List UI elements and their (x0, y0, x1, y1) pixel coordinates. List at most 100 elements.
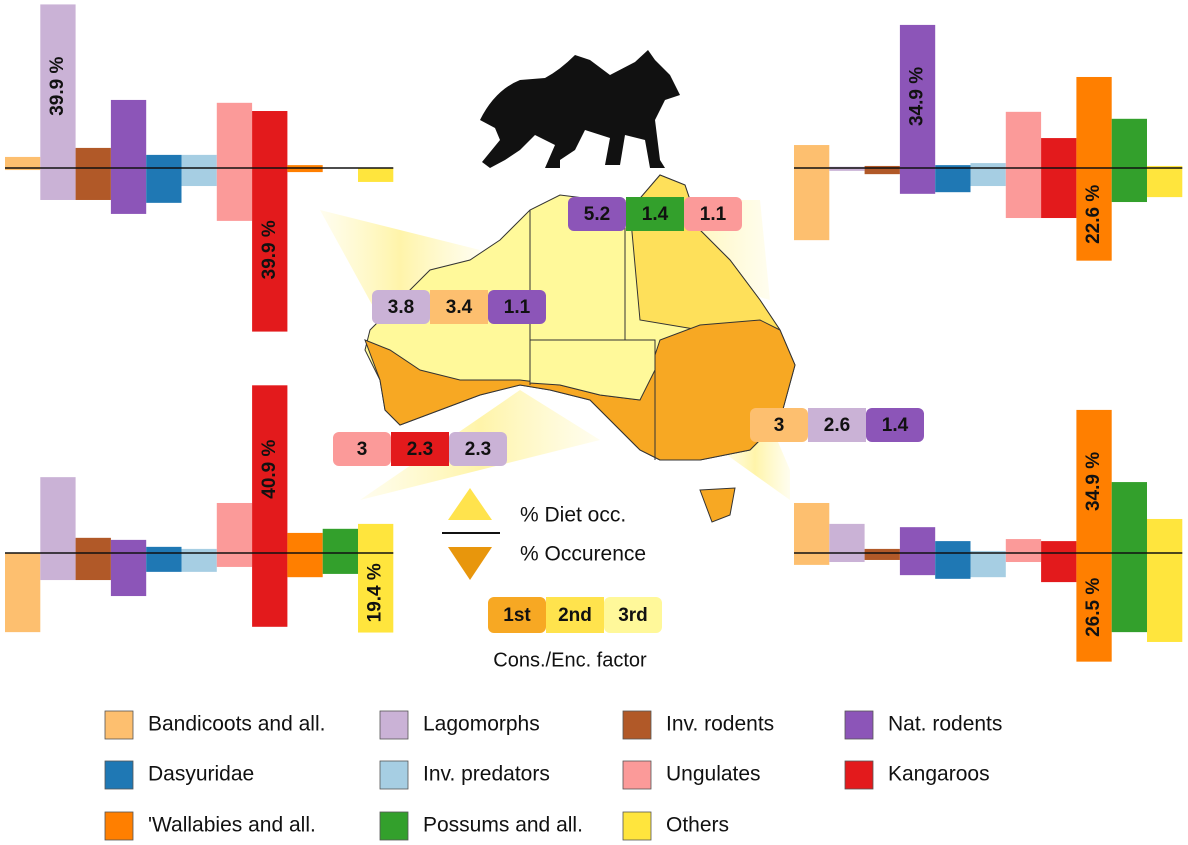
bar (287, 165, 323, 168)
factor-value: 1.4 (642, 204, 669, 225)
bar (40, 553, 76, 581)
bar (181, 548, 217, 553)
bar (829, 168, 865, 171)
bar (1041, 168, 1077, 219)
value-label: 39.9 % (259, 220, 280, 279)
legend-swatch (379, 710, 409, 740)
bar (252, 385, 288, 553)
bar (794, 502, 830, 553)
legend-swatch (844, 710, 874, 740)
bar (216, 102, 253, 168)
legend-swatch (104, 811, 134, 841)
bar (252, 168, 288, 332)
bar (864, 165, 900, 168)
bar (1076, 168, 1112, 261)
factor-cell (372, 290, 430, 324)
bar (40, 477, 76, 553)
legend-label: Lagomorphs (423, 713, 540, 736)
factor-cell (333, 432, 391, 466)
bar (181, 154, 217, 168)
legend-label: Possums and all. (423, 814, 583, 837)
bar (75, 537, 111, 553)
bar (899, 24, 936, 168)
legend-swatch (622, 710, 652, 740)
bar (110, 539, 147, 553)
bar (970, 550, 1006, 553)
factor-value: 2.6 (824, 415, 850, 436)
bar (181, 168, 217, 187)
bar (1147, 165, 1183, 168)
bar (358, 168, 394, 182)
bar (1041, 138, 1077, 168)
legend-swatch (379, 760, 409, 790)
bar (252, 553, 288, 627)
bar (935, 168, 971, 193)
bar (1005, 168, 1042, 219)
bar (899, 553, 936, 576)
value-label: 39.9 % (47, 57, 68, 116)
bar (1111, 482, 1147, 553)
bar (322, 528, 358, 553)
bar (146, 168, 182, 203)
bar (899, 168, 936, 194)
legend-swatch (622, 760, 652, 790)
legend-label: Inv. predators (423, 763, 550, 786)
legend-label: Ungulates (666, 763, 761, 786)
bar (216, 502, 253, 553)
bar (864, 548, 900, 553)
bar (287, 532, 323, 553)
value-label: 34.9 % (1083, 452, 1104, 511)
bar (1005, 111, 1042, 168)
value-label: 22.6 % (1083, 185, 1104, 244)
bar (75, 553, 111, 581)
legend-label: Nat. rodents (888, 713, 1002, 736)
legend-swatch (622, 811, 652, 841)
bar (1147, 518, 1183, 553)
value-label: 40.9 % (259, 439, 280, 498)
bar (40, 168, 76, 200)
factor-cell (488, 290, 546, 324)
bar (829, 523, 865, 553)
bar (864, 168, 900, 175)
bar (1076, 553, 1112, 662)
value-label: 19.4 % (365, 563, 386, 622)
factor-cell (750, 408, 808, 442)
key-symbols (442, 488, 500, 580)
factor-cell (684, 197, 742, 231)
bar (146, 154, 182, 168)
legend-label: Dasyuridae (148, 763, 254, 786)
factor-cell (568, 197, 626, 231)
bar (5, 168, 41, 171)
factor-value: 1.1 (504, 297, 531, 318)
australia-map (364, 174, 796, 523)
bar (146, 553, 182, 572)
legend-swatch (844, 760, 874, 790)
bar (252, 111, 288, 168)
bar (75, 168, 111, 200)
bar (181, 553, 217, 572)
bar (287, 553, 323, 578)
factor-value: 5.2 (584, 204, 610, 225)
bar (794, 168, 830, 241)
factor-cell (391, 432, 449, 466)
bar (5, 553, 41, 633)
bar (829, 553, 865, 563)
bar (970, 168, 1006, 187)
bar (1111, 118, 1147, 168)
bar (794, 553, 830, 565)
legend-swatch (379, 811, 409, 841)
factor-value: 1.1 (700, 204, 727, 225)
key-above: % Diet occ. (520, 504, 626, 527)
rank-cell (546, 597, 604, 633)
factor-cell (626, 197, 684, 231)
bar (1041, 553, 1077, 583)
rank-label: 1st (503, 605, 531, 626)
legend-swatch (104, 760, 134, 790)
legend-label: Others (666, 814, 729, 837)
bar (322, 553, 358, 574)
bar (110, 553, 147, 597)
bar (287, 168, 323, 173)
bar (864, 553, 900, 560)
key-below: % Occurence (520, 543, 646, 566)
bar (146, 546, 182, 553)
